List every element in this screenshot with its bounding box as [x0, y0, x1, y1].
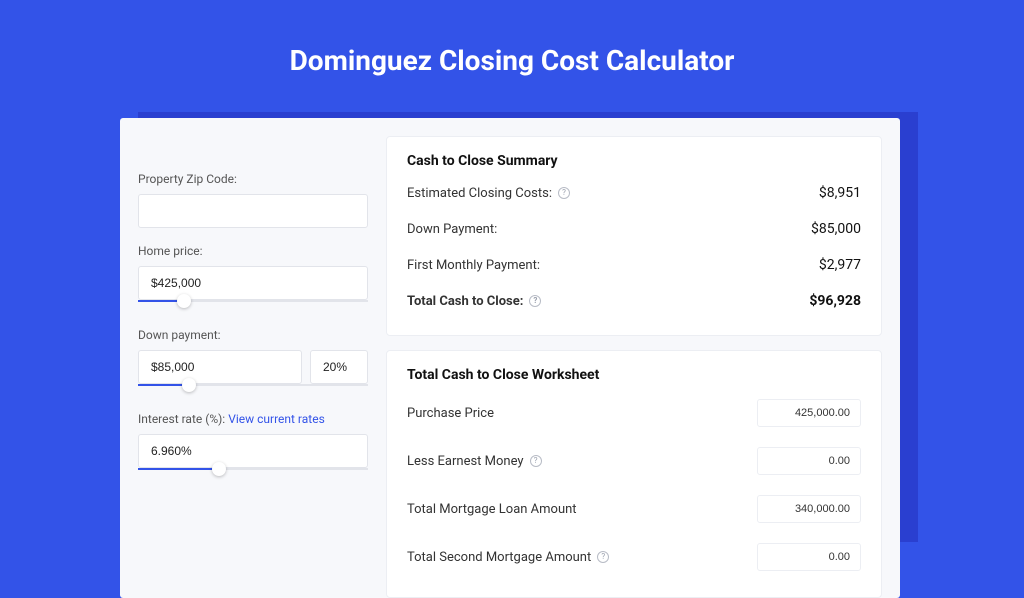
help-icon[interactable]: ?	[558, 187, 570, 199]
worksheet-row-label-text: Total Mortgage Loan Amount	[407, 502, 577, 517]
summary-total-label-text: Total Cash to Close:	[407, 294, 523, 309]
summary-row-label: Down Payment:	[407, 222, 497, 237]
worksheet-row-label: Total Mortgage Loan Amount	[407, 502, 577, 517]
worksheet-row: Total Second Mortgage Amount?	[407, 533, 861, 581]
summary-total-row: Total Cash to Close: ? $96,928	[407, 283, 861, 319]
worksheet-panel: Total Cash to Close Worksheet Purchase P…	[386, 350, 882, 598]
summary-row-label-text: Down Payment:	[407, 222, 497, 237]
summary-row-label: First Monthly Payment:	[407, 258, 540, 273]
summary-row-value: $8,951	[819, 185, 861, 201]
worksheet-row-label: Less Earnest Money?	[407, 454, 542, 469]
slider-thumb[interactable]	[177, 294, 191, 308]
summary-row-label-text: First Monthly Payment:	[407, 258, 540, 273]
down-payment-input[interactable]	[138, 350, 302, 384]
summary-title: Cash to Close Summary	[407, 153, 861, 175]
worksheet-row-input[interactable]	[757, 399, 861, 427]
interest-field-group: Interest rate (%): View current rates	[138, 412, 368, 480]
home-price-label: Home price:	[138, 244, 368, 258]
summary-row-label-text: Estimated Closing Costs:	[407, 186, 552, 201]
inputs-sidebar: Property Zip Code: Home price: Down paym…	[138, 136, 368, 598]
help-icon[interactable]: ?	[530, 455, 542, 467]
interest-slider[interactable]	[138, 466, 368, 480]
summary-row: Down Payment: $85,000	[407, 211, 861, 247]
down-payment-pct-input[interactable]	[310, 350, 368, 384]
slider-thumb[interactable]	[182, 378, 196, 392]
zip-field-group: Property Zip Code:	[138, 172, 368, 228]
help-icon[interactable]: ?	[529, 295, 541, 307]
worksheet-row-label: Purchase Price	[407, 406, 494, 421]
summary-total-label: Total Cash to Close: ?	[407, 294, 541, 309]
worksheet-row-input[interactable]	[757, 447, 861, 475]
worksheet-row: Purchase Price	[407, 389, 861, 437]
summary-total-value: $96,928	[809, 293, 861, 309]
interest-label-text: Interest rate (%):	[138, 412, 228, 426]
slider-fill	[138, 468, 219, 470]
summary-row: Estimated Closing Costs:? $8,951	[407, 175, 861, 211]
summary-row-value: $85,000	[811, 221, 861, 237]
summary-row-label: Estimated Closing Costs:?	[407, 186, 570, 201]
calculator-card: Property Zip Code: Home price: Down paym…	[120, 118, 900, 598]
down-payment-label: Down payment:	[138, 328, 368, 342]
worksheet-row-label-text: Purchase Price	[407, 406, 494, 421]
zip-label: Property Zip Code:	[138, 172, 368, 186]
slider-thumb[interactable]	[212, 462, 226, 476]
worksheet-row: Total Mortgage Loan Amount	[407, 485, 861, 533]
down-payment-field-group: Down payment:	[138, 328, 368, 396]
worksheet-row-input[interactable]	[757, 543, 861, 571]
worksheet-row-input[interactable]	[757, 495, 861, 523]
interest-input[interactable]	[138, 434, 368, 468]
summary-row-value: $2,977	[819, 257, 861, 273]
summary-panel: Cash to Close Summary Estimated Closing …	[386, 136, 882, 336]
help-icon[interactable]: ?	[597, 551, 609, 563]
home-price-slider[interactable]	[138, 298, 368, 312]
worksheet-row: Less Earnest Money?	[407, 437, 861, 485]
home-price-input[interactable]	[138, 266, 368, 300]
down-payment-slider[interactable]	[138, 382, 368, 396]
view-rates-link[interactable]: View current rates	[228, 412, 325, 426]
worksheet-title: Total Cash to Close Worksheet	[407, 367, 861, 389]
worksheet-row-label: Total Second Mortgage Amount?	[407, 550, 609, 565]
main-column: Cash to Close Summary Estimated Closing …	[386, 136, 882, 598]
page-title: Dominguez Closing Cost Calculator	[0, 0, 1024, 105]
summary-row: First Monthly Payment: $2,977	[407, 247, 861, 283]
zip-input[interactable]	[138, 194, 368, 228]
interest-label: Interest rate (%): View current rates	[138, 412, 368, 426]
worksheet-row-label-text: Total Second Mortgage Amount	[407, 550, 591, 565]
worksheet-row-label-text: Less Earnest Money	[407, 454, 524, 469]
home-price-field-group: Home price:	[138, 244, 368, 312]
